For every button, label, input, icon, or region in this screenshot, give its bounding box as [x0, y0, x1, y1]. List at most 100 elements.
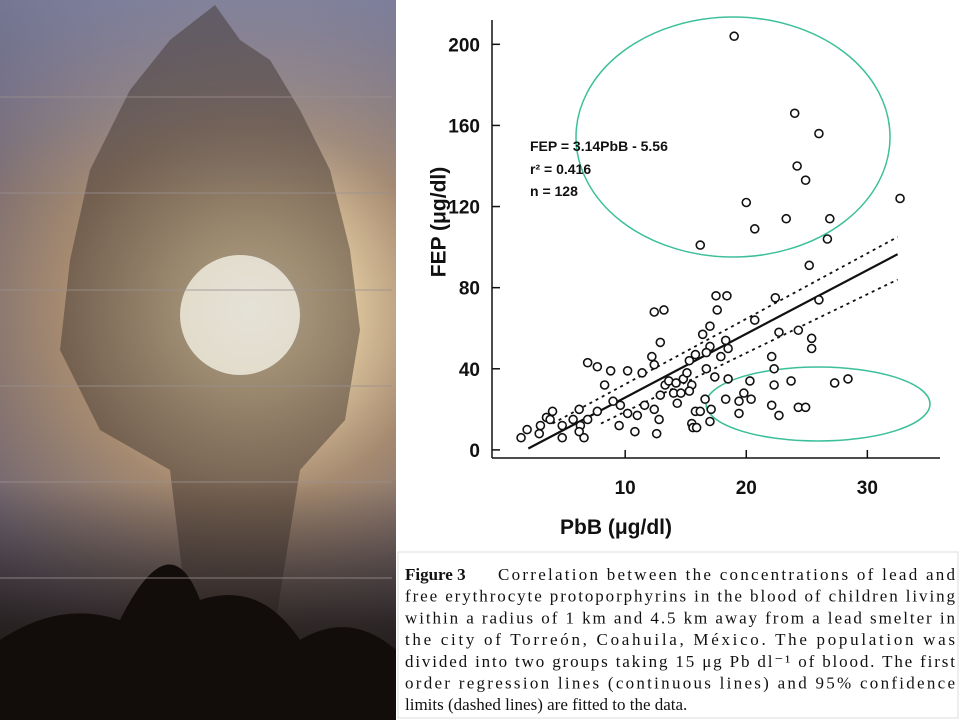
point	[741, 197, 752, 208]
point	[651, 428, 662, 439]
point	[682, 368, 692, 378]
caption-box	[397, 551, 959, 719]
point	[605, 366, 616, 376]
caption-line: within a radius of 1 km and 4.5 km away …	[405, 608, 956, 627]
point	[720, 394, 731, 404]
point	[829, 378, 840, 388]
point	[804, 260, 815, 271]
point	[690, 349, 701, 360]
point	[705, 416, 715, 427]
point	[822, 234, 833, 244]
point	[723, 374, 733, 384]
x-axis-label: PbB (μg/dl)	[560, 516, 672, 539]
point	[649, 359, 660, 370]
y-tick-label: 80	[459, 279, 480, 300]
point	[582, 414, 593, 425]
caption-label: Figure 3	[405, 565, 466, 584]
y-tick-label: 160	[448, 116, 480, 137]
y-axis-label: FEP (μg/dl)	[428, 167, 451, 277]
point	[774, 410, 784, 421]
point	[697, 329, 708, 340]
caption-line: the city of Torreón, Coahuila, México. T…	[405, 630, 955, 649]
point	[825, 213, 835, 224]
y-tick-label: 200	[448, 35, 480, 56]
point	[786, 376, 796, 386]
point	[745, 376, 755, 386]
caption-line: free erythrocyte protoporphyrins in the …	[405, 587, 956, 606]
point	[599, 380, 610, 390]
point	[579, 432, 589, 443]
y-tick-label: 0	[469, 441, 480, 462]
point	[654, 414, 664, 425]
point	[734, 408, 744, 419]
point	[649, 404, 660, 415]
point	[695, 240, 706, 250]
point	[592, 361, 603, 372]
point	[769, 380, 779, 390]
x-tick-label: 20	[736, 478, 757, 499]
point	[655, 337, 666, 348]
point	[574, 426, 584, 437]
point	[700, 394, 710, 404]
point	[516, 432, 526, 443]
point	[792, 161, 802, 171]
point	[766, 400, 777, 411]
point	[649, 307, 660, 317]
point	[814, 295, 824, 305]
point	[774, 327, 784, 338]
point	[720, 335, 731, 346]
y-tick-label: 120	[448, 198, 480, 219]
point	[659, 305, 669, 315]
point	[574, 404, 584, 415]
confidence-line	[600, 278, 899, 425]
point	[705, 321, 715, 331]
point	[557, 432, 568, 443]
point	[614, 420, 624, 431]
point	[671, 378, 681, 388]
ellipses	[575, 16, 931, 442]
point	[806, 333, 817, 344]
point	[632, 410, 643, 421]
point	[706, 404, 716, 415]
point	[701, 363, 712, 374]
point	[592, 406, 603, 417]
point	[734, 396, 744, 407]
point	[647, 351, 657, 362]
point	[895, 193, 905, 204]
caption-line: Correlation between the concentrations o…	[498, 565, 956, 584]
point	[793, 325, 804, 336]
point	[766, 351, 777, 362]
point	[630, 426, 640, 437]
point	[769, 363, 779, 374]
point	[749, 224, 760, 234]
point	[691, 422, 702, 433]
point	[843, 374, 853, 384]
point	[672, 398, 683, 409]
point	[781, 213, 792, 224]
annotation: r² = 0.416	[530, 161, 591, 177]
point	[712, 305, 723, 315]
point	[800, 175, 811, 185]
x-tick-label: 30	[857, 478, 878, 499]
point	[622, 366, 633, 376]
point	[800, 402, 811, 413]
point	[749, 315, 760, 325]
caption-line: limits (dashed lines) are fitted to the …	[405, 695, 687, 714]
point	[639, 400, 650, 411]
point	[622, 408, 633, 419]
y-tick-label: 40	[459, 360, 480, 381]
annotation: n = 128	[530, 183, 578, 199]
point	[709, 372, 720, 382]
caption-line: order regression lines (continuous lines…	[405, 674, 955, 693]
point	[723, 343, 733, 354]
point	[722, 290, 732, 301]
point	[739, 388, 749, 398]
point	[789, 108, 800, 119]
point	[695, 406, 706, 417]
point	[806, 343, 817, 354]
point	[684, 386, 695, 396]
point	[729, 31, 739, 42]
point	[684, 355, 695, 366]
caption-line: divided into two groups taking 15 μg Pb …	[405, 652, 955, 671]
